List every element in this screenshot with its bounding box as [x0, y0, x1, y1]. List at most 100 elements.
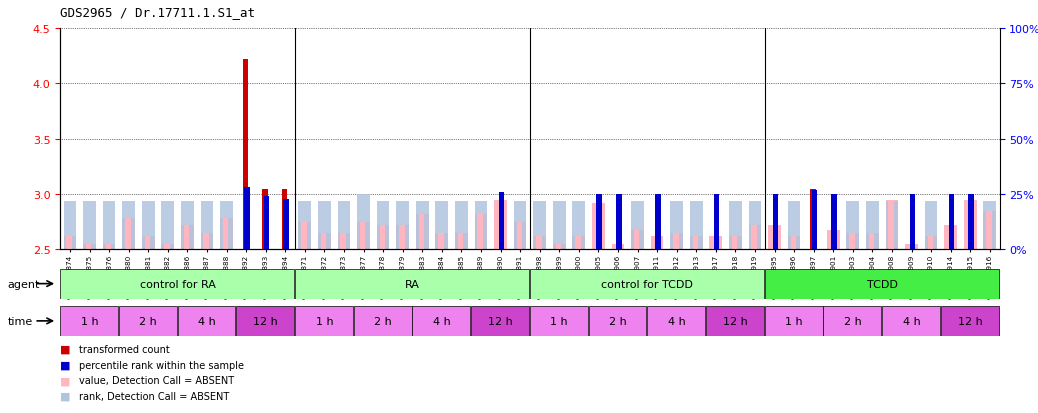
Bar [144, 237, 151, 250]
Bar [634, 230, 639, 250]
Bar [181, 225, 194, 250]
Bar [220, 219, 233, 250]
Bar [712, 237, 717, 250]
Bar [337, 233, 351, 250]
Bar [200, 201, 214, 250]
Bar [237, 306, 294, 336]
Bar [164, 244, 170, 250]
Bar [823, 306, 881, 336]
Text: control for RA: control for RA [140, 279, 216, 289]
Bar [631, 230, 644, 250]
Bar [968, 195, 974, 250]
Bar [360, 222, 365, 250]
Bar [654, 237, 659, 250]
Bar [474, 214, 487, 250]
Text: 4 h: 4 h [667, 316, 685, 326]
Bar [671, 233, 683, 250]
Bar [748, 225, 761, 250]
Text: percentile rank within the sample: percentile rank within the sample [79, 360, 244, 370]
Bar [498, 192, 504, 250]
Bar [295, 306, 353, 336]
Text: 1 h: 1 h [316, 316, 333, 326]
Bar [866, 201, 879, 250]
Bar [397, 201, 409, 250]
Bar [589, 306, 647, 336]
Bar [357, 222, 370, 250]
Bar [126, 219, 131, 250]
Bar [243, 60, 248, 250]
Bar [752, 225, 757, 250]
Bar [162, 244, 174, 250]
Bar [103, 244, 115, 250]
Bar [536, 237, 542, 250]
Bar [964, 200, 977, 250]
Bar [788, 201, 800, 250]
Bar [748, 201, 761, 250]
Bar [122, 219, 135, 250]
Bar [357, 195, 370, 250]
Bar [947, 225, 953, 250]
Bar [885, 201, 898, 250]
Bar [655, 195, 660, 250]
Bar [869, 233, 874, 250]
Bar [714, 195, 719, 250]
Bar [771, 225, 776, 250]
Bar [418, 214, 425, 250]
Text: ■: ■ [60, 375, 71, 385]
Bar [244, 188, 250, 250]
Bar [846, 201, 859, 250]
Bar [611, 244, 624, 250]
Text: RA: RA [405, 279, 420, 289]
Bar [181, 201, 194, 250]
Bar [514, 201, 526, 250]
Bar [651, 237, 663, 250]
Bar [827, 230, 840, 250]
Bar [831, 195, 837, 250]
Bar [412, 306, 470, 336]
Text: TCDD: TCDD [867, 279, 898, 289]
Bar [940, 306, 999, 336]
Bar [690, 237, 703, 250]
Bar [765, 269, 999, 299]
Bar [377, 201, 389, 250]
Bar [983, 201, 996, 250]
Bar [553, 244, 566, 250]
Bar [788, 237, 800, 250]
Bar [555, 244, 562, 250]
Bar [263, 189, 268, 250]
Bar [573, 237, 585, 250]
Bar [474, 201, 487, 250]
Bar [866, 233, 879, 250]
Bar [416, 214, 429, 250]
Bar [846, 233, 859, 250]
Bar [597, 195, 602, 250]
Bar [889, 200, 894, 250]
Bar [908, 244, 913, 250]
Bar [63, 237, 77, 250]
Bar [729, 237, 742, 250]
Bar [471, 306, 529, 336]
Text: GDS2965 / Dr.17711.1.S1_at: GDS2965 / Dr.17711.1.S1_at [60, 6, 255, 19]
Bar [86, 244, 91, 250]
Bar [299, 222, 311, 250]
Bar [436, 201, 448, 250]
Bar [614, 244, 620, 250]
Bar [60, 306, 118, 336]
Bar [416, 201, 429, 250]
Bar [66, 237, 72, 250]
Text: 4 h: 4 h [198, 316, 216, 326]
Bar [595, 204, 600, 250]
Bar [103, 201, 115, 250]
Bar [321, 233, 326, 250]
Text: 1 h: 1 h [786, 316, 803, 326]
Bar [337, 201, 351, 250]
Bar [812, 190, 817, 250]
Bar [295, 269, 529, 299]
Text: 4 h: 4 h [433, 316, 450, 326]
Bar [553, 201, 566, 250]
Text: 12 h: 12 h [723, 316, 747, 326]
Text: 2 h: 2 h [609, 316, 627, 326]
Bar [517, 222, 522, 250]
Text: 4 h: 4 h [903, 316, 921, 326]
Bar [83, 244, 95, 250]
